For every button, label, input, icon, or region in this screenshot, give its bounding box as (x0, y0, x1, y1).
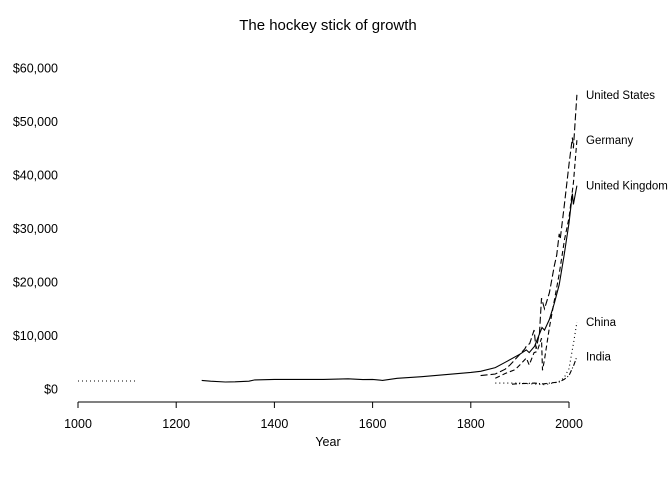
y-tick-label: $30,000 (13, 222, 58, 236)
y-tick-label: $60,000 (13, 62, 58, 76)
y-tick-label: $0 (44, 383, 58, 397)
series-line-united-states (480, 94, 578, 377)
series-layer (78, 94, 578, 386)
series-label: United States (586, 90, 655, 102)
series-label: China (586, 317, 617, 329)
x-tick-label: 1000 (64, 417, 92, 431)
series-labels: United States Germany United Kingdom China I… (586, 90, 668, 364)
x-axis-title: Year (315, 435, 340, 449)
chart-title: The hockey stick of growth (239, 17, 417, 34)
y-tick-label: $50,000 (13, 115, 58, 129)
series-label: Germany (586, 135, 634, 147)
x-tick-label: 1800 (457, 417, 485, 431)
y-tick-label: $20,000 (13, 276, 58, 290)
series-label: India (586, 351, 612, 363)
x-tick-label: 1200 (162, 417, 190, 431)
x-tick-label: 2000 (555, 417, 583, 431)
x-tick-label: 1600 (359, 417, 387, 431)
series-line-germany (495, 140, 578, 379)
series-line-china (78, 322, 578, 386)
series-line-united-kingdom (201, 185, 578, 383)
y-axis: $0 $10,000 $20,000 $30,000 $40,000 $50,000 $60… (13, 62, 58, 397)
series-line-india (511, 356, 578, 385)
y-tick-label: $40,000 (13, 169, 58, 183)
series-label: United Kingdom (586, 181, 668, 193)
y-tick-label: $10,000 (13, 329, 58, 343)
x-tick-label: 1400 (260, 417, 288, 431)
x-axis: 1000 1200 1400 1600 1800 2000 (64, 401, 583, 431)
